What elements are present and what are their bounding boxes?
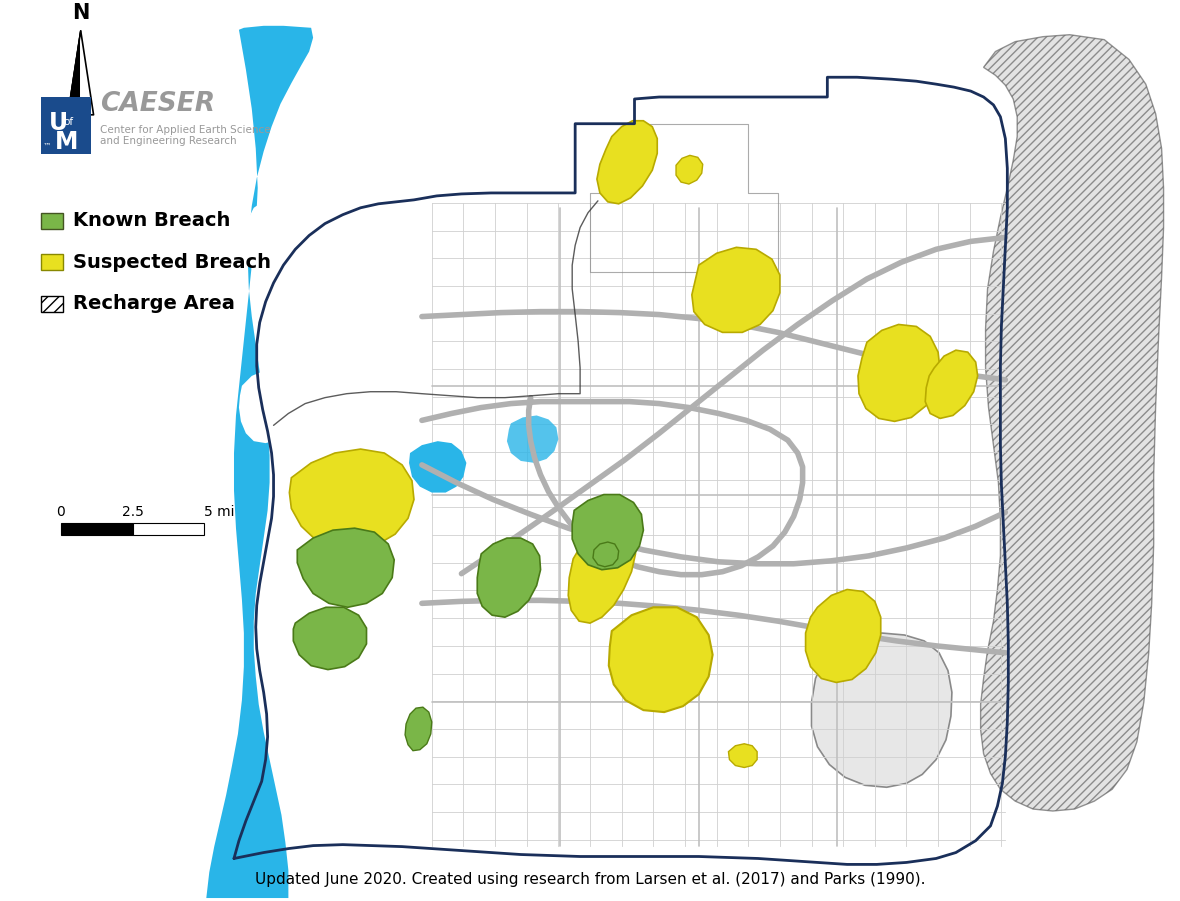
Polygon shape: [507, 415, 558, 463]
Polygon shape: [405, 707, 432, 751]
Polygon shape: [691, 248, 780, 332]
Polygon shape: [294, 607, 367, 669]
Bar: [41, 97, 91, 154]
Polygon shape: [981, 35, 1163, 811]
Bar: [41, 296, 63, 312]
Bar: [132, 523, 204, 535]
Text: CAESER: CAESER: [100, 91, 216, 117]
Text: M: M: [55, 130, 78, 154]
Text: 0: 0: [57, 505, 65, 519]
Text: 2.5: 2.5: [122, 505, 144, 519]
Bar: [41, 213, 63, 229]
Text: Known Breach: Known Breach: [73, 211, 230, 230]
Polygon shape: [244, 198, 308, 281]
Bar: [41, 254, 63, 270]
Polygon shape: [925, 350, 978, 418]
Polygon shape: [594, 542, 618, 567]
Polygon shape: [409, 441, 466, 493]
Polygon shape: [812, 633, 952, 787]
Polygon shape: [858, 324, 940, 422]
Text: U: U: [50, 111, 68, 135]
Polygon shape: [297, 528, 394, 607]
Polygon shape: [572, 495, 643, 569]
Text: 5 mi: 5 mi: [204, 505, 235, 519]
Text: ™: ™: [44, 141, 52, 150]
Polygon shape: [676, 155, 703, 184]
Polygon shape: [609, 607, 713, 712]
Polygon shape: [806, 589, 880, 682]
Polygon shape: [238, 371, 294, 443]
Text: Suspected Breach: Suspected Breach: [73, 252, 270, 272]
Text: Center for Applied Earth Science: Center for Applied Earth Science: [100, 124, 271, 134]
Polygon shape: [728, 743, 758, 768]
Text: of: of: [63, 117, 73, 127]
Polygon shape: [597, 121, 657, 204]
Text: N: N: [72, 3, 90, 23]
Polygon shape: [80, 31, 93, 114]
Polygon shape: [206, 26, 313, 898]
Polygon shape: [289, 449, 414, 550]
Text: and Engineering Research: and Engineering Research: [100, 136, 237, 147]
Bar: [61, 523, 132, 535]
Polygon shape: [68, 31, 80, 114]
Text: Recharge Area: Recharge Area: [73, 295, 235, 314]
Polygon shape: [569, 520, 636, 623]
Polygon shape: [477, 538, 540, 617]
Text: Updated June 2020. Created using research from Larsen et al. (2017) and Parks (1: Updated June 2020. Created using researc…: [255, 872, 925, 887]
Polygon shape: [68, 31, 80, 114]
